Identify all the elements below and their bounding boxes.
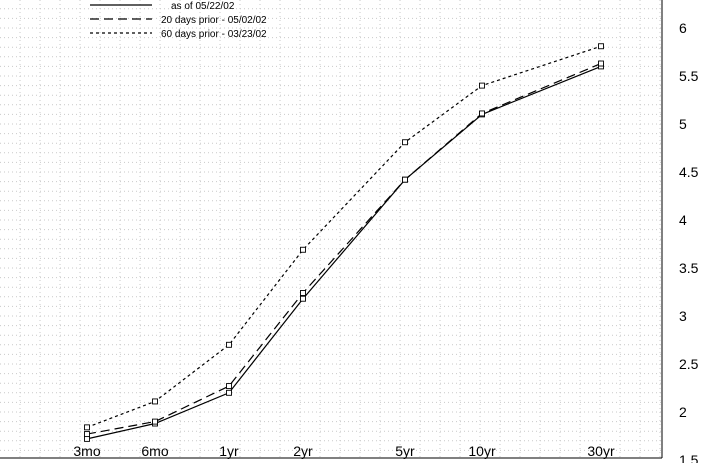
series-3 — [84, 43, 604, 431]
data-point — [402, 176, 408, 183]
x-tick-label: 1yr — [219, 443, 239, 459]
y-tick-label: 4 — [679, 212, 687, 228]
data-point — [598, 60, 604, 67]
x-tick-label: 5yr — [395, 443, 415, 459]
x-tick-label: 10yr — [468, 443, 496, 459]
data-point — [226, 341, 232, 348]
data-point — [226, 383, 232, 390]
data-point — [84, 424, 90, 431]
legend-label: 20 days prior - 05/02/02 — [161, 15, 267, 26]
x-tick-label: 3mo — [73, 443, 100, 459]
data-point — [402, 139, 408, 146]
y-tick-label: 2 — [679, 404, 687, 420]
x-tick-label: 6mo — [141, 443, 168, 459]
grid — [0, 0, 662, 458]
y-tick-label: 4.5 — [679, 164, 699, 180]
data-point — [300, 290, 306, 296]
series-group — [84, 43, 604, 442]
x-tick-label: 2yr — [293, 443, 313, 459]
data-point — [479, 82, 485, 89]
plot-frame — [0, 0, 663, 459]
y-tick-label: 5.5 — [679, 68, 699, 84]
data-point — [300, 246, 306, 253]
legend-label: as of 05/22/02 — [171, 1, 235, 12]
x-axis: 3mo 6mo 1yr 2yr 5yr 10yr 30yr — [73, 443, 615, 459]
data-point — [84, 435, 90, 442]
data-point — [598, 43, 604, 50]
y-tick-label: 3 — [679, 308, 687, 324]
y-tick-label: 3.5 — [679, 260, 699, 276]
data-point — [300, 295, 306, 302]
series-line — [86, 45, 602, 428]
y-tick-label: 6 — [679, 20, 687, 36]
series-1 — [84, 63, 604, 442]
legend-label: 60 days prior - 03/23/02 — [161, 29, 267, 40]
data-point — [479, 110, 485, 117]
y-tick-label: 1.5 — [679, 452, 699, 463]
data-point — [84, 431, 90, 438]
series-2 — [84, 60, 604, 438]
data-point — [226, 389, 232, 396]
data-point — [152, 418, 158, 425]
y-tick-label: 2.5 — [679, 356, 699, 372]
y-axis: 1.5 2 2.5 3 3.5 4 4.5 5 5.5 6 — [679, 20, 699, 463]
data-point — [152, 398, 158, 405]
legend: as of 05/22/02 20 days prior - 05/02/02 60… — [90, 1, 267, 40]
y-tick-label: 5 — [679, 116, 687, 132]
x-tick-label: 30yr — [587, 443, 615, 459]
